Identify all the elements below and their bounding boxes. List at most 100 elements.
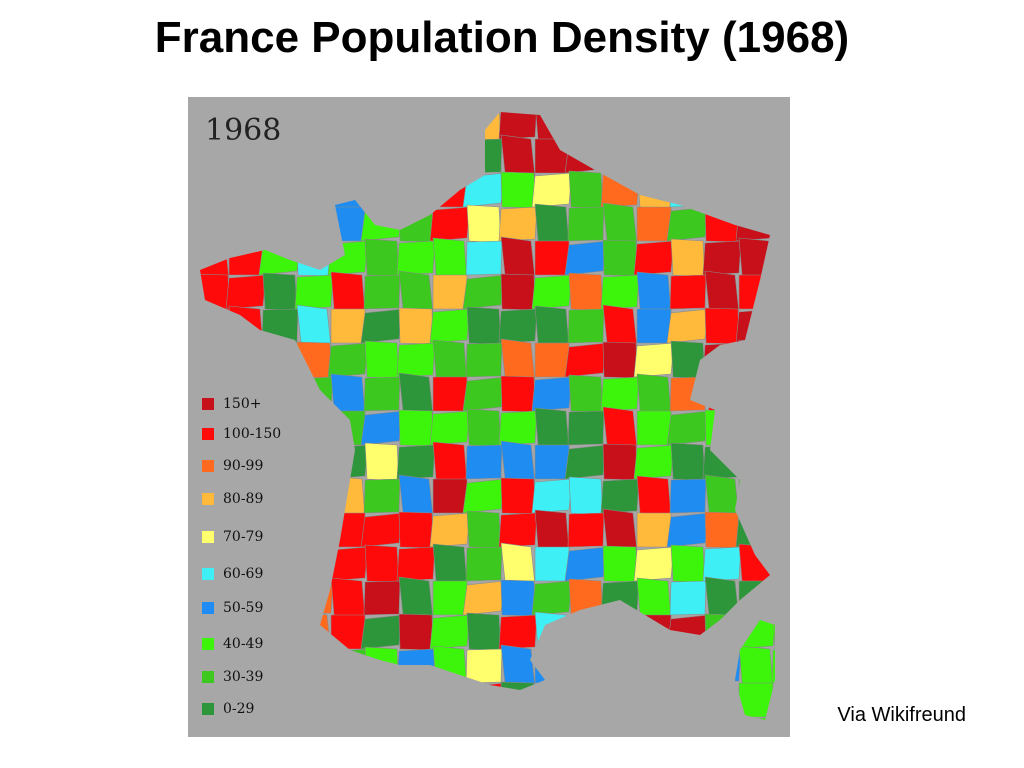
title: France Population Density (1968) — [155, 13, 849, 62]
region — [363, 274, 401, 310]
region — [498, 206, 538, 242]
region — [500, 579, 536, 617]
region — [498, 308, 538, 344]
region — [564, 342, 608, 378]
legend-label: 90-99 — [223, 458, 263, 474]
region — [330, 308, 366, 344]
region — [498, 614, 538, 650]
region — [398, 613, 434, 651]
region — [531, 376, 573, 412]
region — [466, 306, 502, 346]
region — [225, 274, 267, 310]
region — [564, 444, 608, 480]
region — [567, 308, 605, 344]
region — [429, 410, 471, 446]
region — [432, 580, 468, 616]
legend-label: 70-79 — [223, 529, 263, 545]
region — [636, 271, 672, 313]
region — [462, 274, 506, 310]
region — [534, 305, 570, 347]
region — [330, 577, 366, 619]
legend-swatch — [202, 602, 214, 614]
legend-swatch — [202, 493, 214, 505]
region — [466, 204, 502, 244]
region — [429, 512, 471, 548]
region — [330, 271, 366, 313]
region — [666, 308, 710, 344]
region — [702, 546, 742, 582]
region — [500, 134, 536, 178]
region — [602, 508, 638, 552]
region — [465, 648, 503, 684]
region — [567, 410, 605, 446]
region — [531, 172, 573, 208]
region — [500, 171, 536, 209]
region — [500, 477, 536, 515]
region — [633, 342, 675, 378]
region — [670, 442, 706, 482]
region — [564, 240, 608, 276]
region — [432, 376, 468, 412]
region — [396, 444, 436, 480]
region — [568, 374, 604, 414]
region — [602, 341, 638, 379]
region — [432, 339, 468, 381]
legend-swatch — [202, 568, 214, 580]
region — [564, 546, 608, 582]
region — [262, 272, 298, 312]
region — [636, 475, 672, 517]
region — [534, 509, 570, 551]
region — [600, 376, 640, 412]
region — [669, 478, 707, 514]
legend-swatch — [202, 428, 214, 440]
region — [398, 270, 434, 314]
region — [432, 441, 468, 483]
region — [670, 544, 706, 584]
region — [465, 444, 503, 480]
region — [669, 274, 707, 310]
region — [360, 410, 404, 446]
region — [500, 440, 536, 484]
region — [498, 512, 538, 548]
region — [704, 511, 740, 549]
region — [636, 308, 672, 344]
legend-swatch — [202, 703, 214, 715]
legend-label: 30-39 — [223, 669, 263, 685]
region — [600, 274, 640, 310]
region — [636, 577, 672, 619]
region — [534, 444, 570, 480]
region — [534, 407, 570, 449]
region — [602, 202, 638, 246]
region — [602, 239, 638, 277]
region — [432, 237, 468, 279]
region — [602, 304, 638, 348]
region — [669, 580, 707, 616]
region — [296, 304, 332, 348]
region — [465, 240, 503, 276]
region — [636, 373, 672, 415]
region — [568, 170, 604, 210]
region — [500, 542, 536, 586]
region — [360, 614, 404, 650]
region — [432, 543, 468, 585]
region — [602, 443, 638, 481]
legend: 150+ 100-150 90-99 80-89 70-79 60-69 50-59 40-4… — [202, 396, 281, 717]
region — [462, 478, 506, 514]
region — [432, 274, 468, 310]
region — [429, 206, 471, 242]
region — [398, 307, 434, 345]
region — [602, 406, 638, 450]
legend-label: 150+ — [223, 396, 261, 412]
region — [432, 478, 468, 514]
region — [534, 240, 570, 276]
region — [429, 614, 471, 650]
region — [534, 203, 570, 245]
region — [531, 478, 573, 514]
region — [633, 444, 675, 480]
region — [666, 410, 710, 446]
region — [498, 410, 538, 446]
legend-label: 80-89 — [223, 491, 263, 507]
region — [500, 375, 536, 413]
region — [670, 238, 706, 278]
